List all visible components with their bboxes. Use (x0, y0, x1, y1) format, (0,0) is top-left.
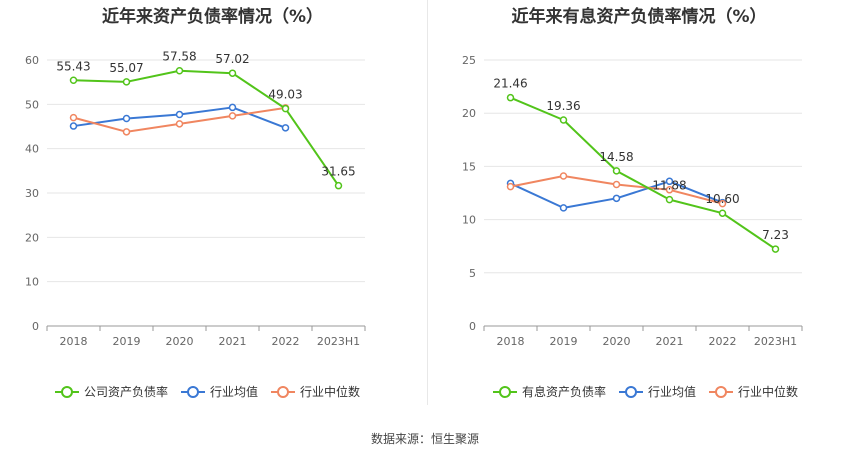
data-label: 57.58 (162, 50, 196, 64)
x-tick-label: 2018 (60, 335, 88, 348)
y-tick-label: 15 (462, 160, 476, 173)
data-label: 57.02 (215, 52, 249, 66)
data-label: 11.88 (652, 179, 686, 193)
data-point[interactable] (559, 204, 568, 212)
x-tick-label: 2022 (709, 335, 737, 348)
data-point[interactable] (122, 128, 131, 136)
x-tick-label: 2023H1 (754, 335, 797, 348)
legend-label: 行业中位数 (300, 384, 360, 399)
y-tick-label: 10 (25, 276, 39, 289)
y-tick-label: 5 (469, 267, 476, 280)
legend-marker-icon (277, 386, 289, 398)
data-label: 21.46 (493, 77, 527, 91)
data-point[interactable] (665, 195, 674, 204)
data-point[interactable] (228, 103, 237, 112)
legend-label: 公司资产负债率 (84, 384, 168, 399)
data-point[interactable] (612, 194, 621, 203)
data-label: 31.65 (321, 165, 355, 179)
data-label: 19.36 (546, 99, 580, 113)
data-point[interactable] (334, 181, 343, 190)
data-label: 55.07 (109, 61, 143, 75)
legend-label: 行业中位数 (738, 384, 798, 399)
y-tick-label: 20 (462, 107, 476, 120)
y-tick-label: 25 (462, 54, 476, 67)
x-tick-label: 2023H1 (317, 335, 360, 348)
legend-marker-icon (187, 386, 199, 398)
x-tick-label: 2022 (272, 335, 300, 348)
panel-divider (427, 0, 428, 405)
x-tick-label: 2018 (497, 335, 525, 348)
legend-item[interactable]: 行业中位数 (271, 384, 360, 399)
data-label: 10.60 (705, 192, 739, 206)
data-point[interactable] (665, 186, 674, 194)
legend-item[interactable]: 公司资产负债率 (55, 384, 168, 399)
data-point[interactable] (228, 112, 237, 120)
x-tick-label: 2021 (656, 335, 684, 348)
y-tick-label: 0 (469, 320, 476, 333)
data-point[interactable] (718, 209, 727, 217)
legend-marker-icon (625, 386, 637, 398)
data-point[interactable] (228, 69, 237, 77)
data-point[interactable] (718, 199, 727, 208)
data-label: 7.23 (762, 228, 789, 242)
data-point[interactable] (665, 177, 674, 186)
data-point[interactable] (122, 78, 131, 86)
legend-item[interactable]: 行业均值 (619, 384, 696, 399)
data-point[interactable] (612, 167, 621, 175)
legend-label: 行业均值 (210, 384, 258, 399)
data-point[interactable] (506, 182, 515, 191)
data-point[interactable] (559, 172, 568, 180)
legend-marker-icon (715, 386, 727, 398)
data-label: 49.03 (268, 88, 302, 102)
data-point[interactable] (69, 113, 78, 122)
data-point[interactable] (559, 116, 568, 124)
legend-item[interactable]: 行业均值 (181, 384, 258, 399)
legend-item[interactable]: 行业中位数 (709, 384, 798, 399)
chart-title-debt-ratio: 近年来资产负债率情况（%） (101, 7, 324, 27)
legend-item[interactable]: 有息资产负债率 (493, 384, 606, 399)
data-label: 14.58 (599, 150, 633, 164)
legend-marker-icon (499, 386, 511, 398)
chart-title-interest-debt-ratio: 近年来有息资产负债率情况（%） (511, 7, 767, 27)
data-point[interactable] (281, 124, 290, 132)
data-point[interactable] (612, 180, 621, 189)
x-tick-label: 2019 (550, 335, 578, 348)
y-tick-label: 60 (25, 54, 39, 67)
data-label: 55.43 (56, 59, 90, 73)
legend-label: 有息资产负债率 (522, 384, 606, 399)
data-point[interactable] (506, 93, 515, 102)
data-point[interactable] (122, 114, 131, 123)
series-line-1 (510, 96, 777, 250)
y-tick-label: 0 (32, 320, 39, 333)
x-tick-label: 2021 (219, 335, 247, 348)
y-tick-label: 40 (25, 143, 39, 156)
data-point[interactable] (175, 66, 184, 75)
data-point[interactable] (175, 110, 184, 119)
legend-label: 行业均值 (648, 384, 696, 399)
data-point[interactable] (69, 122, 78, 130)
y-tick-label: 20 (25, 231, 39, 244)
x-tick-label: 2020 (166, 335, 194, 348)
chart-1: 0 10 20 30 40 50 60 2018 2019 2020 2021 2022 2023H1 5… (25, 50, 366, 399)
x-tick-label: 2020 (603, 335, 631, 348)
series-line-1 (73, 69, 340, 187)
data-point[interactable] (175, 120, 184, 128)
y-tick-label: 50 (25, 98, 39, 111)
data-point[interactable] (69, 76, 78, 85)
x-tick-label: 2019 (113, 335, 141, 348)
data-point[interactable] (771, 245, 780, 253)
y-tick-label: 30 (25, 187, 39, 200)
chart-2: 0 5 10 15 20 25 2018 2019 2020 2021 2022 2023H1 21.4… (462, 54, 803, 399)
y-tick-label: 10 (462, 214, 476, 227)
legend-marker-icon (61, 386, 73, 398)
data-point[interactable] (281, 104, 290, 113)
data-source-label: 数据来源：恒生聚源 (370, 432, 479, 446)
